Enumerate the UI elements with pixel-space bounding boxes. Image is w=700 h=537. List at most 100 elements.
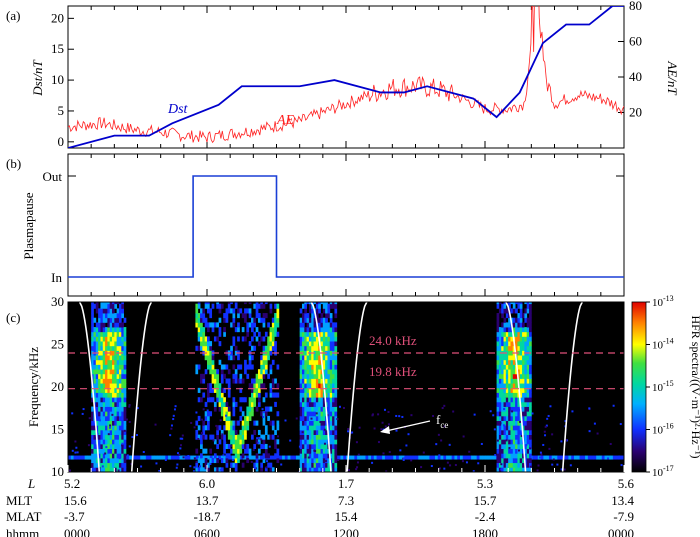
spectrogram-cell — [95, 401, 99, 407]
spectrogram-cell — [260, 443, 263, 450]
spectrogram-speck — [128, 420, 131, 423]
spectrogram-speck — [172, 418, 175, 421]
spectrogram-cell — [234, 457, 238, 464]
spectrogram-cell — [322, 373, 326, 379]
spectrogram-speck — [298, 445, 301, 448]
spectrogram-cell — [179, 455, 183, 460]
spectrogram-cell — [318, 322, 321, 328]
spectrogram-cell — [524, 313, 528, 319]
spectrogram-cell — [517, 443, 521, 450]
spectrogram-cell — [244, 336, 247, 342]
spectrogram-cell — [107, 336, 111, 342]
spectrogram-cell — [546, 455, 550, 460]
spectrogram-speck — [384, 425, 387, 428]
spectrogram-cell — [197, 331, 201, 337]
spectrogram-cell — [218, 401, 222, 407]
spectrogram-cell — [227, 434, 231, 440]
spectrogram-cell — [121, 453, 124, 459]
spectrogram-speck — [551, 463, 554, 466]
spectrogram-speck — [430, 465, 433, 468]
spectrogram-cell — [200, 462, 203, 468]
spectrogram-cell — [121, 313, 124, 319]
spectrogram-cell — [598, 455, 603, 460]
spectrogram-cell — [313, 406, 317, 412]
spectrogram-speck — [111, 413, 114, 416]
spectrogram-cell — [239, 443, 243, 450]
spectrogram-cell — [253, 322, 257, 328]
spectrogram-cell — [244, 420, 247, 426]
spectrogram-cell — [318, 406, 321, 412]
spectrogram-cell — [515, 453, 518, 459]
spectrogram-cell — [207, 350, 210, 356]
panel-b-frame — [67, 153, 625, 297]
spectrogram-cell — [202, 308, 206, 314]
spectrogram-cell — [496, 415, 500, 421]
spectrogram-cell — [93, 434, 97, 440]
panel-b: Out In (b) Plasmapause — [6, 153, 625, 297]
spectrogram-cell — [517, 341, 521, 347]
spectrogram-cell — [102, 331, 106, 337]
spectrogram-cell — [318, 411, 321, 417]
spectrogram-cell — [251, 336, 254, 342]
spectrogram-cell — [508, 401, 511, 407]
spectrogram-cell — [114, 322, 118, 328]
spectrogram-cell — [519, 453, 523, 459]
spectrogram-cell — [248, 302, 252, 305]
spectrogram-cell — [112, 364, 115, 370]
spectrogram-speck — [503, 424, 506, 427]
spectrogram-cell — [248, 406, 252, 412]
spectrogram-cell — [505, 378, 509, 384]
spectrogram-cell — [512, 369, 516, 375]
spectrogram-speck — [545, 424, 548, 427]
spectrogram-cell — [318, 425, 321, 431]
spectrogram-cell — [532, 455, 536, 460]
spectrogram-cell — [329, 383, 333, 389]
spectrogram-speck — [338, 405, 341, 408]
spectrogram-cell — [197, 313, 201, 319]
spectrogram-cell — [121, 439, 124, 445]
spectrogram-cell — [529, 313, 532, 319]
spectrogram-speck — [407, 433, 410, 436]
spectrogram-speck — [202, 408, 205, 411]
spectrogram-cell — [332, 331, 335, 337]
spectrogram-cell — [105, 302, 108, 305]
colorbar-tick-exponent: -13 — [663, 294, 674, 303]
spectrogram-cell — [109, 369, 113, 375]
spectrogram-cell — [304, 383, 308, 389]
spectrogram-cell — [230, 429, 233, 435]
spectrogram-cell — [220, 467, 224, 472]
spectrogram-cell — [91, 406, 94, 412]
spectrogram-cell — [318, 383, 321, 389]
spectrogram-cell — [112, 457, 115, 464]
spectrogram-cell — [503, 322, 507, 328]
spectrogram-cell — [519, 420, 523, 426]
spectrogram-cell — [114, 359, 118, 365]
spectrogram-cell — [308, 317, 312, 323]
spectrogram-cell — [227, 355, 231, 361]
spectrogram-cell — [508, 302, 511, 305]
spectrogram-cell — [220, 406, 224, 412]
spectrogram-cell — [315, 453, 319, 459]
spectrogram-speck — [448, 443, 451, 446]
spectrogram-cell — [304, 462, 308, 468]
spectrogram-speck — [108, 426, 111, 429]
spectrogram-speck — [109, 424, 112, 427]
spectrogram-cell — [334, 378, 338, 384]
spectrogram-cell — [114, 397, 118, 403]
spectrogram-cell — [107, 425, 111, 431]
spectrogram-cell — [109, 331, 113, 337]
spectrogram-cell — [225, 415, 229, 421]
spectrogram-speck — [477, 462, 480, 465]
spectrogram-cell — [407, 455, 411, 460]
spectrogram-cell — [325, 467, 328, 472]
spectrogram-cell — [260, 378, 263, 384]
spectrogram-cell — [311, 322, 314, 328]
spectrogram-cell — [301, 373, 305, 379]
spectrogram-cell — [105, 345, 108, 351]
spectrogram-speck — [209, 462, 212, 465]
spectrogram-cell — [315, 462, 319, 468]
spectrogram-cell — [114, 364, 118, 370]
spectrogram-cell — [496, 336, 500, 342]
spectrogram-cell — [98, 448, 101, 454]
spectrogram-cell — [271, 425, 275, 431]
